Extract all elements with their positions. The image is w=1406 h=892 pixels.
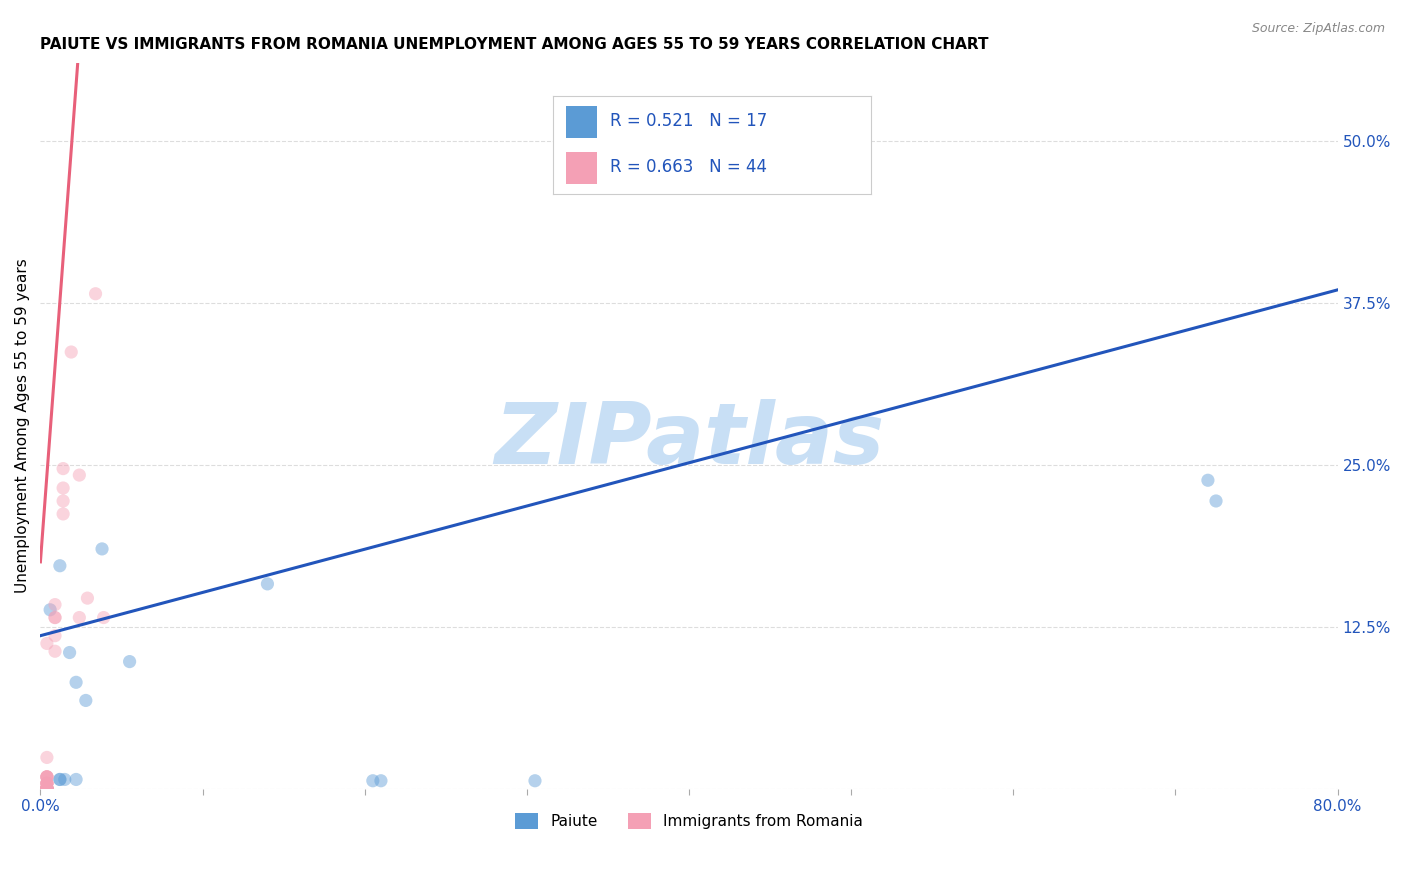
Point [65, 772, 87, 787]
Point [35, 770, 58, 784]
Point [44, 598, 66, 612]
Point [35, 636, 58, 650]
Y-axis label: Unemployment Among Ages 55 to 59 years: Unemployment Among Ages 55 to 59 years [15, 259, 30, 593]
Point [35, 781, 58, 796]
Point [44, 610, 66, 624]
Point [35, 776, 58, 790]
Point [1197, 473, 1219, 487]
Point [35, 781, 58, 796]
Point [59, 646, 82, 660]
Point [53, 772, 76, 787]
Point [35, 776, 58, 790]
Point [35, 781, 58, 796]
Point [44, 629, 66, 643]
Point [361, 773, 384, 788]
Point [52, 507, 75, 521]
Point [523, 773, 546, 788]
Point [67, 468, 90, 483]
Point [118, 655, 141, 669]
Point [1205, 494, 1227, 508]
Point [35, 781, 58, 796]
Point [35, 750, 58, 764]
Point [35, 776, 58, 790]
Point [35, 776, 58, 790]
Point [370, 773, 392, 788]
Point [52, 461, 75, 475]
Point [35, 781, 58, 796]
Point [49, 772, 72, 787]
Point [35, 781, 58, 796]
Point [35, 781, 58, 796]
Point [35, 781, 58, 796]
Text: ZIPatlas: ZIPatlas [494, 399, 884, 482]
Point [49, 772, 72, 787]
Point [75, 693, 97, 707]
Point [93, 610, 115, 624]
Text: Source: ZipAtlas.com: Source: ZipAtlas.com [1251, 22, 1385, 36]
Point [35, 781, 58, 796]
Point [35, 781, 58, 796]
Text: PAIUTE VS IMMIGRANTS FROM ROMANIA UNEMPLOYMENT AMONG AGES 55 TO 59 YEARS CORRELA: PAIUTE VS IMMIGRANTS FROM ROMANIA UNEMPL… [41, 37, 988, 53]
Point [35, 781, 58, 796]
Point [35, 770, 58, 784]
Point [35, 781, 58, 796]
Point [44, 610, 66, 624]
Point [67, 610, 90, 624]
Point [91, 541, 114, 556]
Point [76, 591, 98, 606]
Point [44, 644, 66, 658]
Legend: Paiute, Immigrants from Romania: Paiute, Immigrants from Romania [509, 807, 869, 835]
Point [256, 577, 278, 591]
Point [35, 781, 58, 796]
Point [39, 603, 62, 617]
Point [35, 770, 58, 784]
Point [84, 286, 107, 301]
Point [35, 781, 58, 796]
Point [65, 675, 87, 690]
Point [35, 781, 58, 796]
Point [35, 776, 58, 790]
Point [35, 770, 58, 784]
Point [52, 494, 75, 508]
Point [35, 776, 58, 790]
Point [52, 481, 75, 495]
Point [35, 770, 58, 784]
Point [49, 558, 72, 573]
Point [60, 345, 83, 359]
Point [35, 781, 58, 796]
